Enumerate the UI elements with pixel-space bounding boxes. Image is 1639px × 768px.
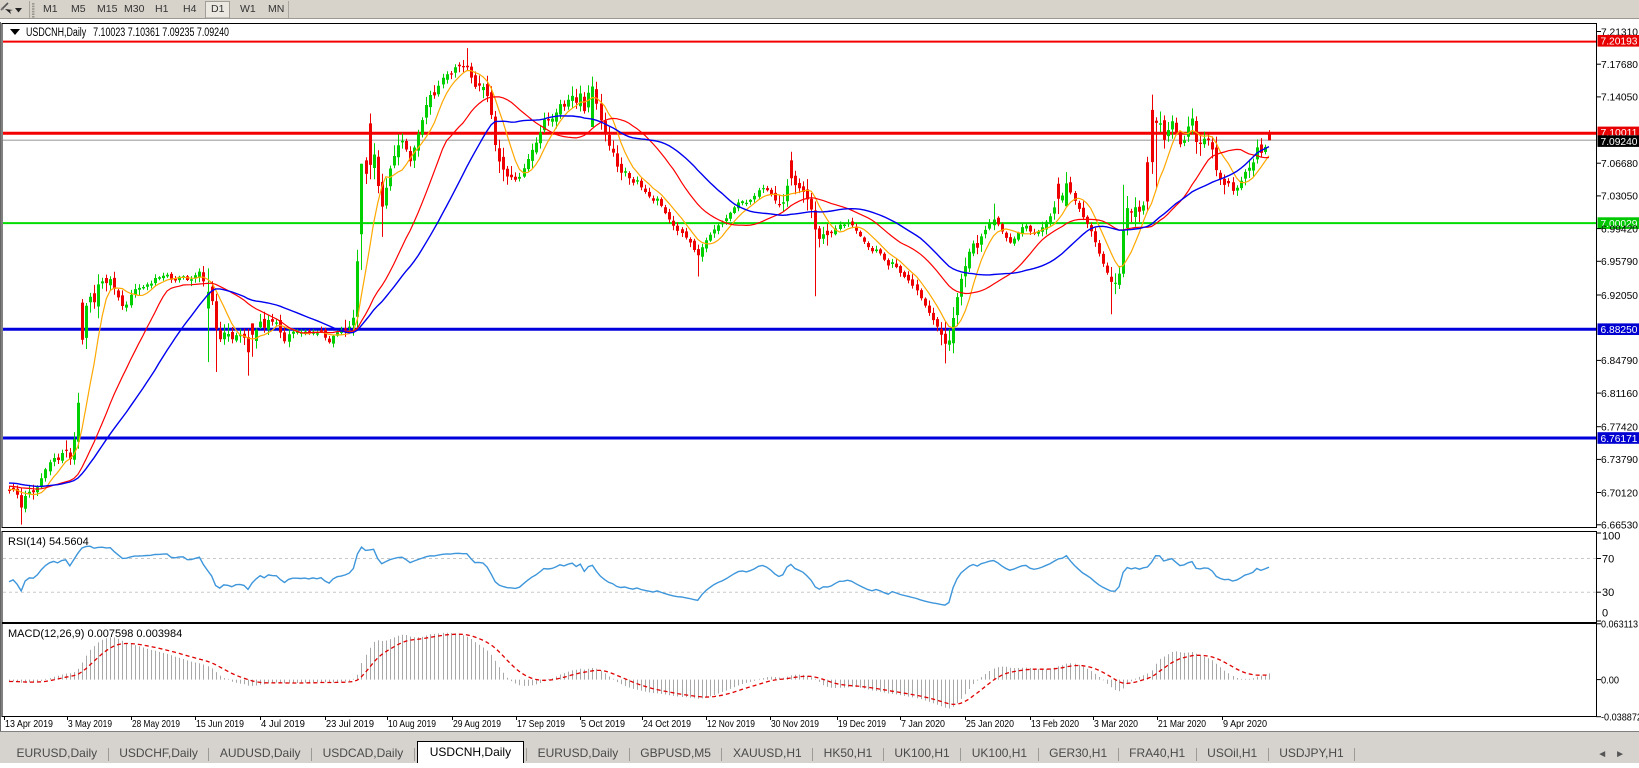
svg-text:6.88250: 6.88250 — [1601, 324, 1638, 336]
svg-text:3 Mar 2020: 3 Mar 2020 — [1094, 718, 1138, 730]
svg-text:6.84790: 6.84790 — [1601, 355, 1638, 367]
svg-text:10 Aug 2019: 10 Aug 2019 — [388, 718, 436, 730]
svg-text:100: 100 — [1602, 531, 1620, 543]
svg-text:30: 30 — [1602, 587, 1614, 599]
svg-text:MACD(12,26,9) 0.007598 0.00398: MACD(12,26,9) 0.007598 0.003984 — [8, 628, 182, 640]
svg-text:19 Dec 2019: 19 Dec 2019 — [838, 718, 886, 730]
svg-text:23 Jul 2019: 23 Jul 2019 — [326, 718, 374, 730]
svg-text:6.77420: 6.77420 — [1601, 422, 1638, 434]
svg-text:6.81160: 6.81160 — [1601, 388, 1638, 400]
svg-text:13 Feb 2020: 13 Feb 2020 — [1031, 718, 1079, 730]
svg-text:0.063113: 0.063113 — [1601, 619, 1638, 631]
svg-text:15 Jun 2019: 15 Jun 2019 — [196, 718, 244, 730]
svg-text:6.73790: 6.73790 — [1601, 454, 1638, 466]
svg-text:29 Aug 2019: 29 Aug 2019 — [453, 718, 501, 730]
svg-text:4 Jul 2019: 4 Jul 2019 — [261, 718, 305, 730]
svg-text:6.92050: 6.92050 — [1601, 290, 1638, 302]
svg-text:RSI(14) 54.5604: RSI(14) 54.5604 — [8, 536, 89, 548]
svg-text:7.20193: 7.20193 — [1601, 36, 1638, 48]
svg-text:7.06680: 7.06680 — [1601, 158, 1638, 170]
svg-text:7 Jan 2020: 7 Jan 2020 — [901, 718, 945, 730]
svg-text:USDCNH,Daily 7.10023 7.10361: USDCNH,Daily 7.10023 7.10361 7.09235 7.0… — [26, 27, 229, 39]
svg-text:6.76171: 6.76171 — [1601, 433, 1638, 445]
svg-text:21 Mar 2020: 21 Mar 2020 — [1158, 718, 1206, 730]
svg-text:24 Oct 2019: 24 Oct 2019 — [643, 718, 691, 730]
svg-text:9 Apr 2020: 9 Apr 2020 — [1223, 718, 1267, 730]
svg-text:-0.038872: -0.038872 — [1601, 712, 1639, 724]
svg-text:13 Apr 2019: 13 Apr 2019 — [5, 718, 53, 730]
svg-text:25 Jan 2020: 25 Jan 2020 — [966, 718, 1014, 730]
svg-text:5 Oct 2019: 5 Oct 2019 — [581, 718, 625, 730]
svg-text:30 Nov 2019: 30 Nov 2019 — [771, 718, 819, 730]
svg-text:0.00: 0.00 — [1601, 674, 1619, 686]
svg-text:6.70120: 6.70120 — [1601, 487, 1638, 499]
svg-text:70: 70 — [1602, 554, 1614, 566]
svg-text:6.99420: 6.99420 — [1601, 223, 1638, 235]
svg-text:7.09240: 7.09240 — [1601, 136, 1638, 148]
svg-text:7.17680: 7.17680 — [1601, 59, 1638, 71]
svg-text:12 Nov 2019: 12 Nov 2019 — [707, 718, 755, 730]
svg-text:6.95790: 6.95790 — [1601, 256, 1638, 268]
svg-text:28 May 2019: 28 May 2019 — [132, 718, 180, 730]
svg-text:3 May 2019: 3 May 2019 — [68, 718, 112, 730]
svg-text:7.14050: 7.14050 — [1601, 92, 1638, 104]
svg-text:17 Sep 2019: 17 Sep 2019 — [517, 718, 565, 730]
svg-text:7.03050: 7.03050 — [1601, 191, 1638, 203]
